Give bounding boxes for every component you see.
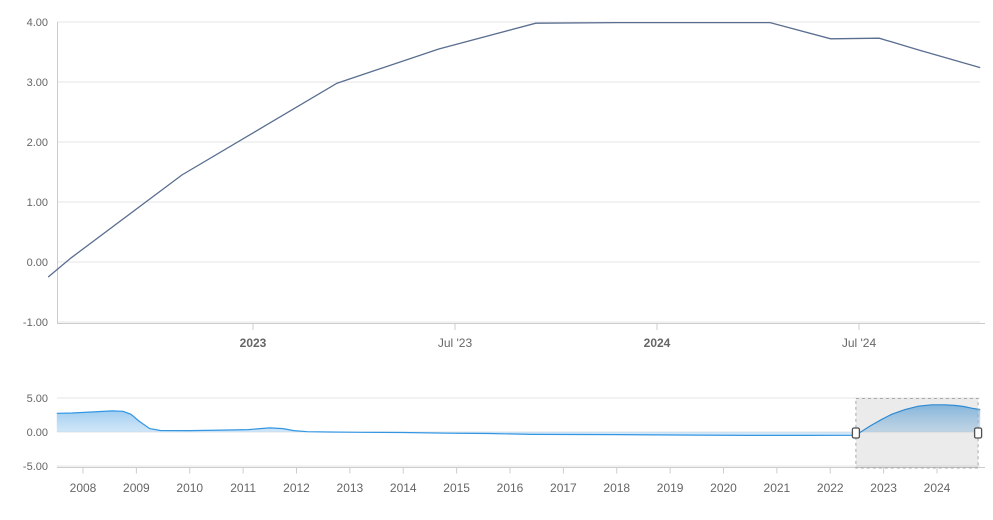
navigator-selected-range[interactable] (855, 398, 979, 469)
navigator-left-handle[interactable] (851, 427, 861, 439)
y-axis-label: -1.00 (23, 317, 48, 329)
main-chart-y-axis-labels: 4.00 3.00 2.00 1.00 0.00 -1.00 (23, 17, 48, 329)
x-axis-label: 2024 (644, 336, 671, 350)
x-axis-label: 2022 (817, 481, 844, 495)
y-axis-label: 1.00 (27, 197, 48, 209)
main-chart-x-axis: 2023 Jul '23 2024 Jul '24 (240, 324, 877, 350)
y-axis-label: 3.00 (27, 77, 48, 89)
x-axis-label: 2017 (550, 481, 577, 495)
y-axis-label: 2.00 (27, 137, 48, 149)
x-axis-label: 2012 (283, 481, 310, 495)
x-axis-label: 2014 (390, 481, 417, 495)
x-axis-label: 2016 (497, 481, 524, 495)
x-axis-label: 2023 (870, 481, 897, 495)
navigator-line-series (56, 404, 981, 436)
x-axis-label: 2021 (764, 481, 791, 495)
y-axis-label: 0.00 (27, 257, 48, 269)
main-chart-gridlines (57, 21, 985, 324)
x-axis-label: Jul '24 (842, 336, 877, 350)
x-axis-label: 2013 (337, 481, 364, 495)
x-axis-label: 2010 (176, 481, 203, 495)
x-axis-label: 2024 (924, 481, 951, 495)
x-axis-label: 2015 (443, 481, 470, 495)
y-axis-label: 5.00 (27, 393, 48, 405)
x-axis-label: 2008 (70, 481, 97, 495)
navigator-y-axis-labels: 5.00 0.00 -5.00 (23, 393, 48, 473)
x-axis-label: Jul '23 (438, 336, 473, 350)
x-axis-label: 2009 (123, 481, 150, 495)
y-axis-label: 4.00 (27, 17, 48, 29)
x-axis-label: 2018 (603, 481, 630, 495)
x-axis-label: 2011 (230, 481, 256, 495)
x-axis-label: 2020 (710, 481, 737, 495)
x-axis-label: 2023 (240, 336, 267, 350)
navigator-right-handle[interactable] (973, 427, 983, 439)
x-axis-label: 2019 (657, 481, 684, 495)
interest-rate-line-series (47, 21, 981, 278)
y-axis-label: 0.00 (27, 427, 48, 439)
y-axis-label: -5.00 (23, 461, 48, 473)
navigator-x-axis: 2008 2009 2010 2011 2012 2013 2014 2015 2016 2017… (70, 468, 951, 495)
